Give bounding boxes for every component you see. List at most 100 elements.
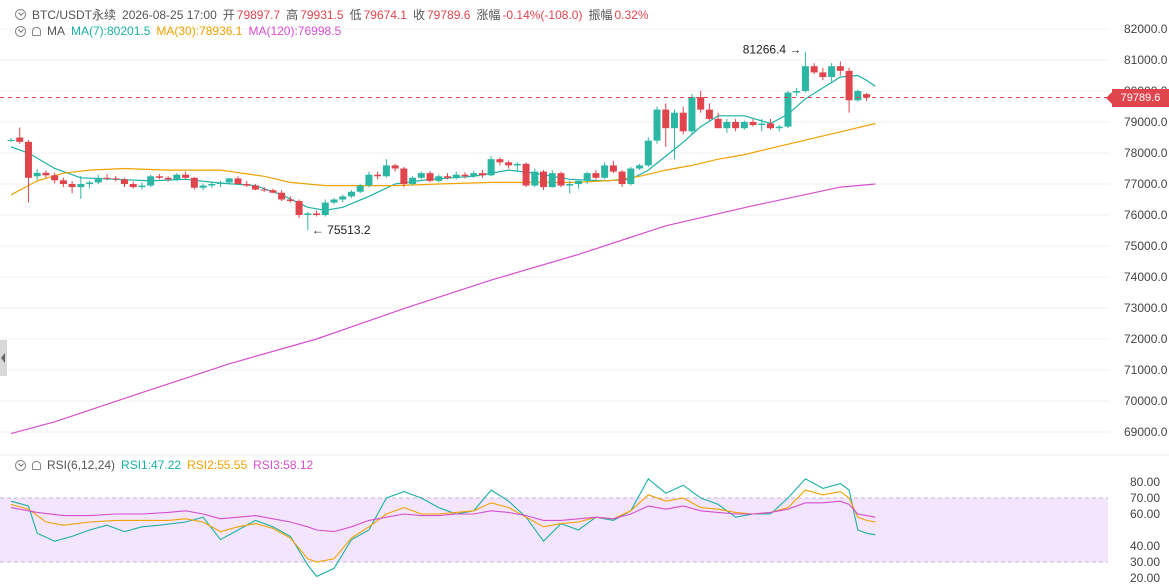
change-label: 涨幅: [476, 8, 501, 22]
candle-up: [435, 176, 443, 181]
candle-up: [828, 66, 836, 78]
candle-down: [505, 162, 513, 166]
high-annotation: 81266.4 →: [743, 43, 802, 57]
candle-down: [679, 112, 687, 132]
open-value: 79897.7: [236, 7, 281, 22]
candle-down: [120, 179, 128, 184]
rsi-axis-tick: 70.00: [1130, 491, 1160, 505]
current-price-badge: 79789.6: [1106, 89, 1169, 107]
low-value: 79674.1: [363, 7, 407, 22]
collapse-chevron-icon[interactable]: [15, 459, 26, 471]
candle-up: [225, 178, 233, 183]
candle-down: [863, 94, 871, 98]
candle-up: [740, 122, 748, 129]
candle-down: [749, 122, 757, 126]
bell-icon[interactable]: [32, 460, 41, 470]
price-axis-tick: 81000.0: [1124, 53, 1168, 67]
high-label: 高: [286, 8, 299, 22]
amplitude-value: 0.32%: [614, 7, 649, 22]
rsi-axis-tick: 60.00: [1130, 507, 1160, 521]
candle-up: [199, 185, 207, 188]
candle-down: [426, 173, 434, 181]
candle-down: [16, 137, 24, 142]
rsi3-legend: RSI3:58.12: [253, 458, 314, 472]
candle-up: [417, 173, 425, 178]
candle-up: [566, 184, 574, 186]
candle-down: [269, 190, 277, 193]
candle-up: [688, 97, 696, 132]
candle-up: [636, 165, 644, 169]
candle-up: [854, 91, 862, 101]
candle-down: [496, 159, 504, 163]
price-axis-tick: 76000.0: [1124, 208, 1168, 222]
price-axis-tick: 73000.0: [1124, 301, 1168, 315]
candle-up: [173, 174, 181, 180]
price-axis-tick: 75000.0: [1124, 239, 1168, 253]
collapse-panel-handle[interactable]: [0, 340, 7, 376]
candle-up: [583, 173, 591, 181]
candle-down: [662, 109, 670, 129]
candle-down: [478, 173, 486, 176]
candle-down: [767, 123, 775, 129]
candle-down: [592, 173, 600, 178]
rsi-axis-tick: 80.00: [1130, 475, 1160, 489]
symbol-label: BTC/USDT永续: [32, 8, 117, 22]
rsi-axis-tick: 40.00: [1130, 539, 1160, 553]
low-annotation: ← 75513.2: [312, 223, 371, 237]
collapse-chevron-icon[interactable]: [15, 25, 26, 37]
candle-down: [705, 109, 713, 119]
open-label: 开: [222, 8, 235, 22]
candle-down: [819, 72, 827, 78]
candle-down: [103, 177, 111, 179]
collapse-chevron-icon[interactable]: [15, 9, 26, 20]
candle-down: [557, 173, 565, 186]
price-axis-tick: 74000.0: [1124, 270, 1168, 284]
candle-up: [758, 123, 766, 126]
candle-down: [391, 165, 399, 169]
close-value: 79789.6: [427, 7, 471, 22]
candle-down: [68, 184, 76, 188]
candle-down: [243, 184, 251, 186]
bell-icon[interactable]: [32, 26, 41, 36]
candle-down: [24, 141, 32, 178]
ma7-legend: MA(7):80201.5: [71, 24, 151, 38]
ma30-legend: MA(30):78936.1: [156, 24, 243, 38]
candle-down: [444, 176, 451, 178]
candle-up: [653, 109, 661, 141]
candle-down: [810, 66, 818, 73]
ohlc-header: BTC/USDT永续 2026-08-25 17:00 开 79897.7 高 …: [0, 6, 655, 23]
candle-down: [609, 165, 617, 172]
candle-up: [513, 163, 521, 166]
close-label: 收: [412, 8, 425, 22]
candle-down: [129, 184, 137, 188]
rsi-line-3: [10, 500, 876, 533]
candle-up: [574, 180, 582, 184]
ma-legend: MA MA(7):80201.5 MA(30):78936.1 MA(120):…: [0, 24, 347, 38]
ma-label: MA: [47, 24, 65, 38]
candle-up: [33, 172, 41, 177]
candle-up: [217, 182, 225, 184]
candle-down: [182, 174, 190, 178]
candle-up: [94, 177, 102, 183]
candle-down: [251, 185, 259, 190]
candle-up: [801, 66, 809, 91]
candle-down: [697, 97, 705, 110]
candle-down: [313, 213, 321, 215]
candle-up: [644, 140, 652, 166]
candle-up: [775, 126, 783, 129]
candle-up: [784, 92, 792, 127]
candle-down: [461, 174, 469, 177]
candle-down: [836, 66, 844, 71]
candle-up: [138, 185, 146, 188]
ma-line-120: [10, 183, 876, 435]
candle-up: [7, 139, 15, 141]
candle-down: [295, 201, 303, 215]
candle-up: [531, 171, 539, 186]
price-axis-tick: 70000.0: [1124, 394, 1168, 408]
price-axis-tick: 71000.0: [1124, 363, 1168, 377]
candle-down: [51, 175, 59, 181]
candle-up: [723, 122, 731, 129]
price-axis-tick: 77000.0: [1124, 177, 1168, 191]
candle-up: [147, 176, 155, 186]
